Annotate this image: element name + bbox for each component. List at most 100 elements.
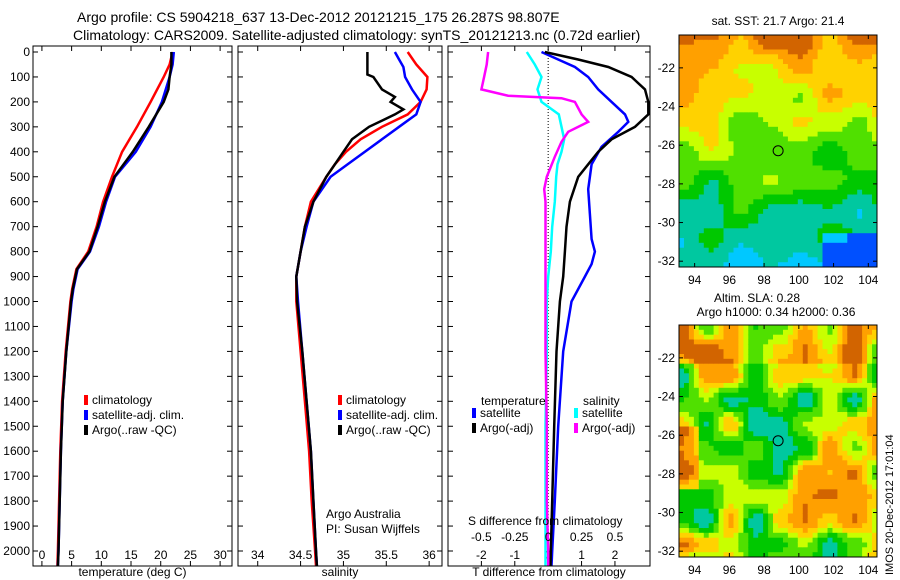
heatmap-cell <box>867 184 873 191</box>
heatmap-cell <box>857 339 863 345</box>
heatmap-cell <box>832 402 838 408</box>
heatmap-cell <box>763 64 769 70</box>
heatmap-cell <box>758 397 764 403</box>
heatmap-cell <box>743 542 749 548</box>
heatmap-cell <box>679 189 685 195</box>
x-axis-label: T difference from climatology <box>472 565 626 579</box>
heatmap-cell <box>792 489 799 495</box>
heatmap-cell <box>842 412 848 418</box>
heatmap-cell <box>768 358 774 365</box>
heatmap-cell <box>827 204 833 210</box>
heatmap-cell <box>872 88 878 94</box>
heatmap-cell <box>688 339 695 345</box>
heatmap-cell <box>832 213 838 220</box>
heatmap-cell <box>688 358 695 365</box>
heatmap-cell <box>822 402 828 408</box>
heatmap-cell <box>713 146 720 152</box>
heatmap-cell <box>802 83 809 89</box>
heatmap-cell <box>787 189 794 195</box>
heatmap-cell <box>842 170 848 176</box>
heatmap-cell <box>847 349 853 355</box>
heatmap-cell <box>763 334 769 340</box>
heatmap-cell <box>787 262 794 268</box>
heatmap-cell <box>822 252 828 258</box>
heatmap-cell <box>812 431 819 437</box>
heatmap-cell <box>807 455 814 461</box>
heatmap-cell <box>837 542 843 548</box>
heatmap-cell <box>684 523 690 529</box>
heatmap-cell <box>698 59 705 65</box>
heatmap-cell <box>787 499 794 505</box>
heatmap-cell <box>832 44 838 50</box>
heatmap-cell <box>832 412 838 418</box>
heatmap-cell <box>847 470 853 476</box>
heatmap-cell <box>802 484 809 490</box>
heatmap-cell <box>822 508 828 514</box>
heatmap-cell <box>787 354 794 360</box>
heatmap-cell <box>713 209 720 215</box>
heatmap-cell <box>728 445 734 452</box>
heatmap-cell <box>733 339 739 345</box>
heatmap-cell <box>797 532 804 539</box>
heatmap-cell <box>842 460 848 466</box>
heatmap-cell <box>763 499 769 505</box>
heatmap-cell <box>773 513 779 519</box>
heatmap-cell <box>728 184 734 191</box>
heatmap-cell <box>728 170 734 176</box>
heatmap-cell <box>723 160 729 166</box>
heatmap-cell <box>718 383 725 389</box>
heatmap-cell <box>688 39 695 46</box>
heatmap-cell <box>857 218 863 224</box>
heatmap-cell <box>817 242 824 249</box>
heatmap-cell <box>713 49 720 55</box>
heatmap-cell <box>679 532 685 539</box>
heatmap-cell <box>773 78 779 84</box>
heatmap-cell <box>718 436 725 442</box>
heatmap-cell <box>792 354 799 360</box>
heatmap-cell <box>792 131 799 137</box>
heatmap-cell <box>807 329 814 336</box>
heatmap-cell <box>787 489 794 495</box>
heatmap-cell <box>773 412 779 418</box>
heatmap-cell <box>684 59 690 65</box>
heatmap-cell <box>768 209 774 215</box>
heatmap-cell <box>768 233 774 239</box>
heatmap-cell <box>867 436 873 442</box>
heatmap-cell <box>698 494 705 500</box>
heatmap-cell <box>684 479 690 485</box>
heatmap-cell <box>708 532 715 539</box>
heatmap-cell <box>733 97 739 104</box>
heatmap-cell <box>783 151 789 157</box>
heatmap-cell <box>728 165 734 171</box>
heatmap-cell <box>748 59 754 65</box>
heatmap-cell <box>738 73 744 79</box>
heatmap-cell <box>822 204 828 210</box>
heatmap-cell <box>857 155 863 162</box>
heatmap-cell <box>733 344 739 350</box>
heatmap-cell <box>758 180 764 186</box>
heatmap-cell <box>862 542 868 548</box>
heatmap-cell <box>812 445 819 452</box>
heatmap-cell <box>688 64 695 70</box>
heatmap-cell <box>792 78 799 84</box>
heatmap-cell <box>713 151 720 157</box>
heatmap-cell <box>872 474 878 481</box>
heatmap-cell <box>758 402 764 408</box>
heatmap-cell <box>708 537 715 543</box>
heatmap-cell <box>773 68 779 75</box>
heatmap-cell <box>802 325 809 331</box>
heatmap-cell <box>718 542 725 548</box>
heatmap-cell <box>748 228 754 234</box>
heatmap-cell <box>763 508 769 514</box>
heatmap-cell <box>842 184 848 191</box>
heatmap-cell <box>773 552 779 558</box>
heatmap-cell <box>867 397 873 403</box>
heatmap-cell <box>817 513 824 519</box>
heatmap-cell <box>773 107 779 113</box>
heatmap-cell <box>792 35 799 41</box>
heatmap-cell <box>718 107 725 113</box>
heatmap-cell <box>872 175 878 181</box>
heatmap-cell <box>872 397 878 403</box>
heatmap-cell <box>792 358 799 365</box>
heatmap-cell <box>852 39 858 46</box>
